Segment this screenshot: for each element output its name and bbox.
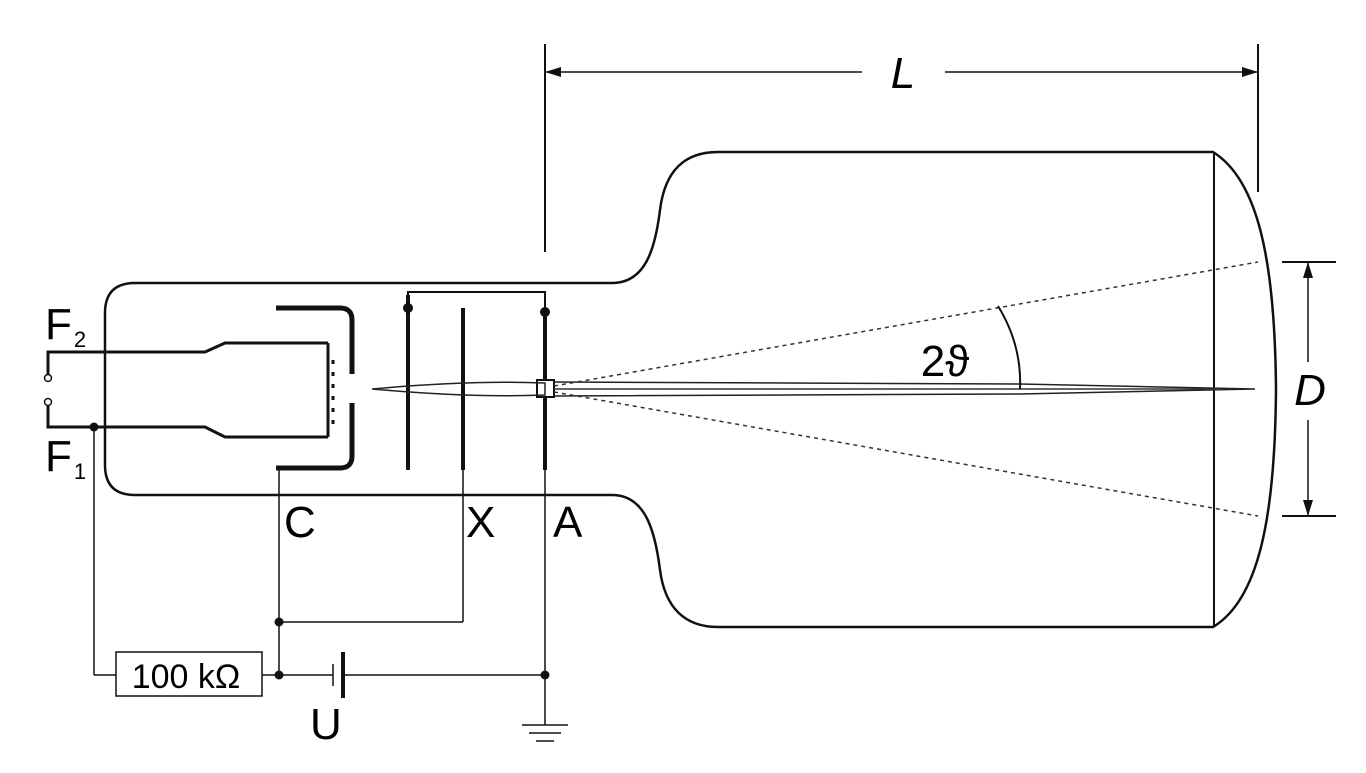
diffraction-cone-lower xyxy=(553,391,1259,517)
resistor xyxy=(115,651,263,697)
junction-upper-right-icon xyxy=(540,307,550,317)
label-angle: 2ϑ xyxy=(921,337,970,386)
label-diameter: D xyxy=(1294,366,1326,415)
filament-lead-upper xyxy=(46,341,328,378)
terminal-f1-icon xyxy=(43,397,53,407)
diffraction-cone-upper xyxy=(553,261,1259,387)
tube-envelope xyxy=(103,150,1278,629)
arrowhead-down-icon xyxy=(1303,500,1313,516)
junction-upper-left-icon xyxy=(403,303,413,313)
angle-arc xyxy=(997,305,1022,390)
arrowhead-left-icon xyxy=(545,67,561,77)
electron-beam xyxy=(371,381,546,397)
undeflected-beam xyxy=(553,381,1256,397)
label-resistor: 100 kΩ xyxy=(132,658,241,696)
label-anode: A xyxy=(553,498,583,547)
junction-resistor-icon xyxy=(274,670,284,680)
label-grid: X xyxy=(466,498,495,547)
label-length: L xyxy=(891,49,915,98)
terminal-f2-icon xyxy=(43,373,53,383)
dimension-d: D xyxy=(1282,261,1336,517)
electrode-connection-bar xyxy=(407,291,546,312)
external-circuit: 100 kΩ U xyxy=(93,427,568,749)
filament-assembly xyxy=(43,341,335,439)
dimension-l: L xyxy=(544,44,1259,252)
cathode-cup-lower xyxy=(276,403,355,471)
filament-lead-lower xyxy=(46,402,328,439)
junction-cathode-grid-icon xyxy=(274,617,284,627)
label-filament-1: F1 xyxy=(45,432,86,484)
label-cathode: C xyxy=(284,498,316,547)
label-voltage: U xyxy=(310,700,342,749)
arrowhead-up-icon xyxy=(1303,262,1313,278)
label-filament-2: F2 xyxy=(45,300,86,352)
cathode-cup-upper xyxy=(276,305,355,374)
arrowhead-right-icon xyxy=(1242,67,1258,77)
